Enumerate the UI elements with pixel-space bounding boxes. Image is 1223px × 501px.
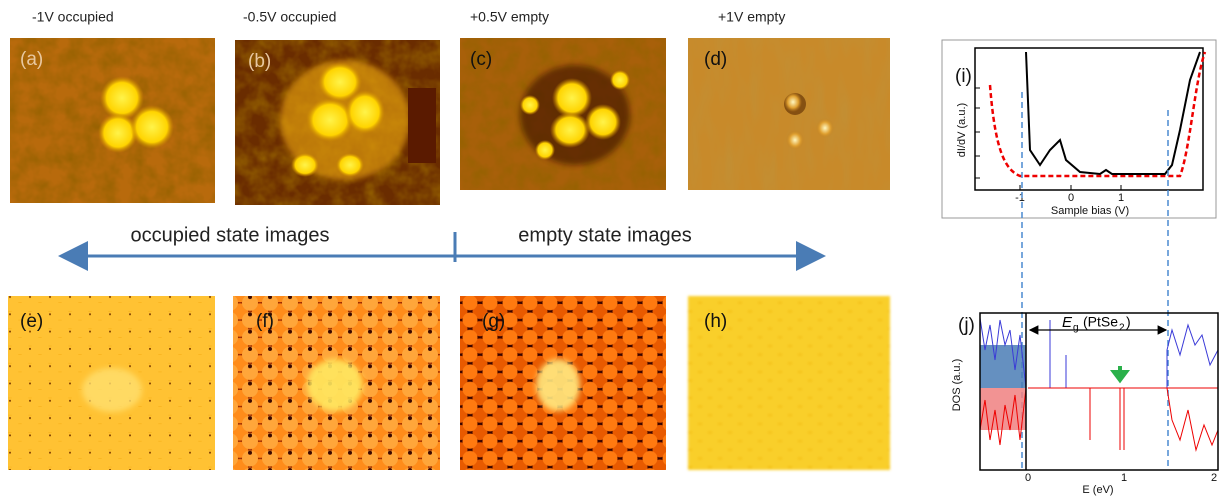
figure: -1V occupied -0.5V occupied +0.5V empty … — [0, 0, 1223, 496]
panel-label: (c) — [470, 49, 492, 70]
x-tick-label: 0 — [1068, 192, 1074, 204]
feature — [610, 70, 630, 90]
panel-label: (b) — [248, 51, 271, 72]
feature — [786, 130, 804, 150]
panel-frame — [942, 40, 1216, 218]
panel-label: (i) — [955, 66, 972, 87]
panel-j: E g (PtSe 2 ) (j) 0 1 2 E (eV) DOS (a.u.… — [951, 313, 1218, 496]
defect — [536, 359, 580, 411]
x-tick-label: 1 — [1121, 472, 1127, 484]
x-tick-label: -1 — [1015, 192, 1025, 204]
y-axis-label: DOS (a.u.) — [951, 359, 963, 412]
feature — [291, 153, 319, 177]
feature — [130, 105, 174, 149]
x-axis-label: Sample bias (V) — [1051, 205, 1129, 217]
panel-label: (g) — [482, 311, 505, 332]
panel-label: (d) — [704, 49, 727, 70]
feature — [550, 112, 590, 148]
feature — [585, 104, 621, 140]
gap-subscript: 2 — [1119, 323, 1125, 334]
feature — [784, 92, 802, 112]
defect-arrow — [1114, 366, 1126, 380]
caption: -1V occupied — [32, 9, 114, 25]
x-tick-label: 0 — [1025, 472, 1031, 484]
gap-symbol: E — [1062, 314, 1073, 331]
feature — [552, 78, 592, 118]
x-tick-label: 2 — [1211, 472, 1217, 484]
feature — [336, 153, 364, 177]
panel-label: (a) — [20, 49, 43, 70]
panel-label: (h) — [704, 311, 727, 332]
x-tick-label: 1 — [1118, 192, 1124, 204]
arrow-label: occupied state images — [130, 224, 329, 246]
panel-label: (j) — [958, 315, 975, 336]
page: -1V occupied -0.5V occupied +0.5V empty … — [0, 0, 1223, 496]
caption: +1V empty — [718, 9, 785, 25]
arrow-label: empty state images — [518, 224, 691, 246]
gap-text: ) — [1126, 314, 1131, 330]
feature — [345, 90, 385, 134]
feature — [520, 95, 540, 115]
caption: +0.5V empty — [470, 9, 549, 25]
caption: -0.5V occupied — [243, 9, 336, 25]
defect — [82, 368, 142, 412]
filled-up — [980, 345, 1026, 388]
x-axis-label: E (eV) — [1082, 484, 1113, 496]
y-axis-label: dI/dV (a.u.) — [956, 103, 968, 157]
gap-text: (PtSe — [1083, 314, 1118, 330]
defect — [307, 359, 363, 411]
feature — [535, 140, 555, 160]
feature — [816, 118, 834, 138]
panel-label: (e) — [20, 311, 43, 332]
panel-i: (i) -1 0 1 Sample bias (V) dI/dV (a.u.) — [942, 40, 1216, 218]
black-curve — [1026, 52, 1200, 174]
panel-label: (f) — [256, 311, 274, 332]
dark-region — [408, 88, 436, 163]
gap-subscript: g — [1073, 323, 1079, 334]
